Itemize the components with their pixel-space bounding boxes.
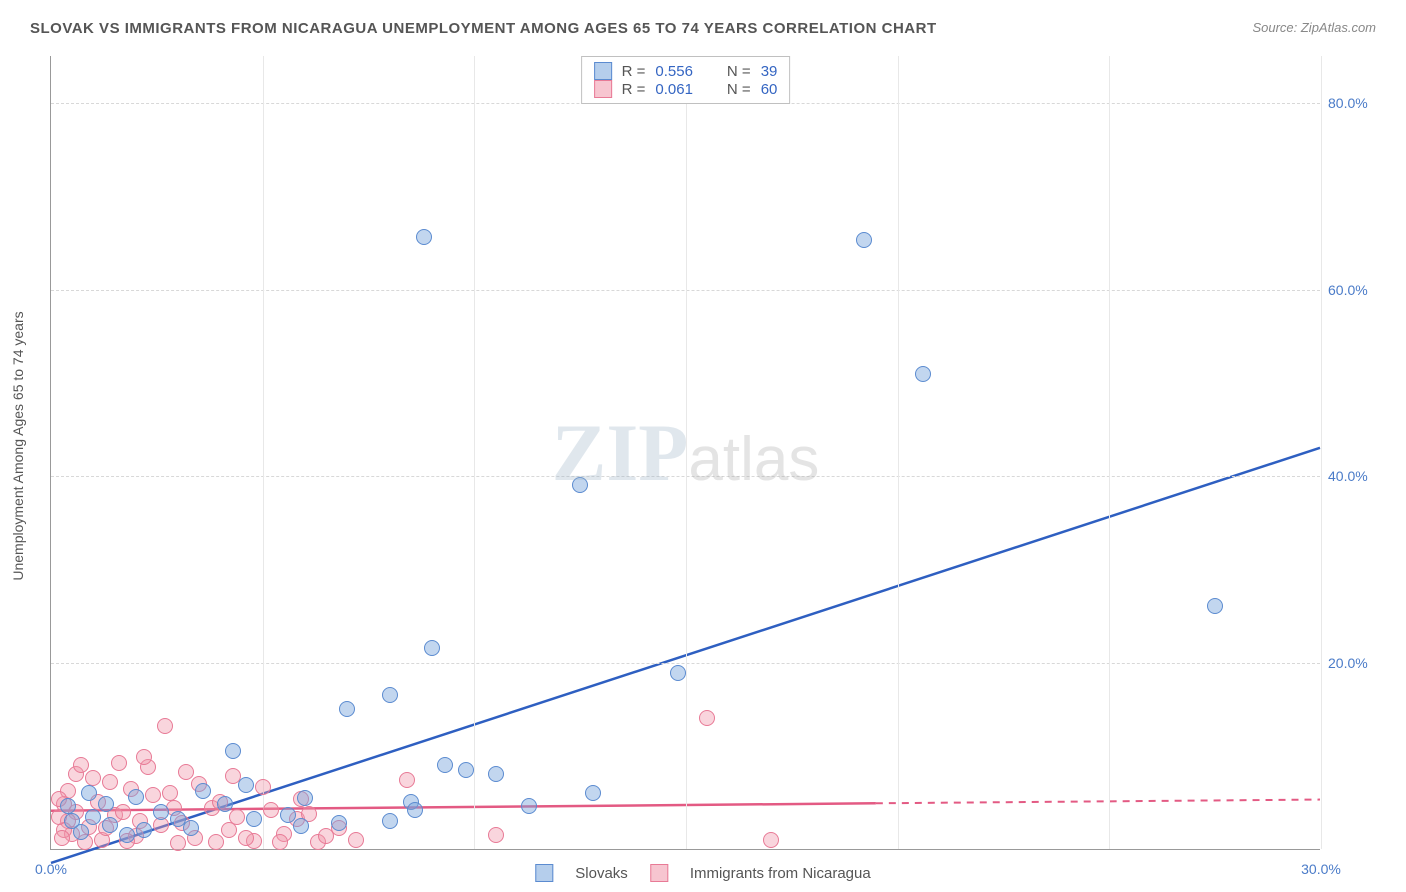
gridline-v [686, 56, 687, 849]
data-point-pink [111, 755, 127, 771]
data-point-pink [157, 718, 173, 734]
data-point-blue [102, 817, 118, 833]
data-point-pink [763, 832, 779, 848]
n-value-pink: 60 [761, 81, 778, 98]
data-point-blue [225, 743, 241, 759]
data-point-pink [54, 830, 70, 846]
data-point-blue [437, 757, 453, 773]
data-point-blue [136, 822, 152, 838]
r-value-pink: 0.061 [655, 81, 693, 98]
data-point-blue [339, 701, 355, 717]
data-point-blue [458, 762, 474, 778]
header: SLOVAK VS IMMIGRANTS FROM NICARAGUA UNEM… [0, 0, 1406, 45]
data-point-blue [217, 796, 233, 812]
series-label-slovaks: Slovaks [575, 865, 628, 882]
legend-row-slovaks: R = 0.556 N = 39 [594, 62, 778, 80]
data-point-blue [488, 766, 504, 782]
data-point-blue [293, 818, 309, 834]
y-tick-label: 60.0% [1328, 282, 1398, 298]
data-point-blue [331, 815, 347, 831]
data-point-pink [136, 749, 152, 765]
gridline-v [1109, 56, 1110, 849]
data-point-blue [119, 827, 135, 843]
data-point-blue [246, 811, 262, 827]
data-point-pink [178, 764, 194, 780]
data-point-pink [162, 785, 178, 801]
data-point-pink [229, 809, 245, 825]
data-point-pink [73, 757, 89, 773]
data-point-pink [208, 834, 224, 850]
data-point-pink [263, 802, 279, 818]
data-point-blue [382, 687, 398, 703]
data-point-pink [145, 787, 161, 803]
data-point-blue [85, 809, 101, 825]
chart-title: SLOVAK VS IMMIGRANTS FROM NICARAGUA UNEM… [30, 20, 937, 37]
y-tick-label: 20.0% [1328, 655, 1398, 671]
data-point-blue [521, 798, 537, 814]
data-point-pink [699, 710, 715, 726]
data-point-blue [238, 777, 254, 793]
data-point-pink [272, 834, 288, 850]
data-point-blue [81, 785, 97, 801]
data-point-blue [297, 790, 313, 806]
data-point-blue [572, 477, 588, 493]
x-tick-label: 0.0% [35, 861, 67, 877]
data-point-pink [85, 770, 101, 786]
data-point-pink [102, 774, 118, 790]
data-point-pink [170, 835, 186, 851]
legend-series: Slovaks Immigrants from Nicaragua [535, 864, 870, 882]
data-point-blue [98, 796, 114, 812]
data-point-blue [153, 804, 169, 820]
gridline-v [1321, 56, 1322, 849]
legend-statistics: R = 0.556 N = 39 R = 0.061 N = 60 [581, 56, 791, 104]
swatch-blue [594, 62, 612, 80]
data-point-pink [318, 828, 334, 844]
data-point-pink [399, 772, 415, 788]
data-point-blue [183, 820, 199, 836]
swatch-pink [650, 864, 668, 882]
legend-row-nicaragua: R = 0.061 N = 60 [594, 80, 778, 98]
gridline-v [898, 56, 899, 849]
r-value-blue: 0.556 [655, 63, 693, 80]
data-point-blue [64, 813, 80, 829]
n-value-blue: 39 [761, 63, 778, 80]
data-point-blue [60, 798, 76, 814]
data-point-blue [915, 366, 931, 382]
data-point-blue [382, 813, 398, 829]
y-axis-label: Unemployment Among Ages 65 to 74 years [10, 311, 26, 580]
data-point-pink [238, 830, 254, 846]
data-point-blue [670, 665, 686, 681]
swatch-blue [535, 864, 553, 882]
source-attribution: Source: ZipAtlas.com [1252, 20, 1376, 35]
data-point-blue [195, 783, 211, 799]
data-point-blue [128, 789, 144, 805]
data-point-blue [416, 229, 432, 245]
data-point-pink [255, 779, 271, 795]
data-point-blue [424, 640, 440, 656]
data-point-blue [407, 802, 423, 818]
series-label-nicaragua: Immigrants from Nicaragua [690, 865, 871, 882]
y-tick-label: 80.0% [1328, 95, 1398, 111]
y-tick-label: 40.0% [1328, 468, 1398, 484]
data-point-pink [115, 804, 131, 820]
data-point-pink [348, 832, 364, 848]
data-point-blue [585, 785, 601, 801]
chart-plot-area: ZIPatlas R = 0.556 N = 39 R = 0.061 N = … [50, 56, 1320, 850]
x-tick-label: 30.0% [1301, 861, 1341, 877]
gridline-v [263, 56, 264, 849]
gridline-v [474, 56, 475, 849]
swatch-pink [594, 80, 612, 98]
data-point-blue [856, 232, 872, 248]
data-point-blue [1207, 598, 1223, 614]
data-point-pink [488, 827, 504, 843]
